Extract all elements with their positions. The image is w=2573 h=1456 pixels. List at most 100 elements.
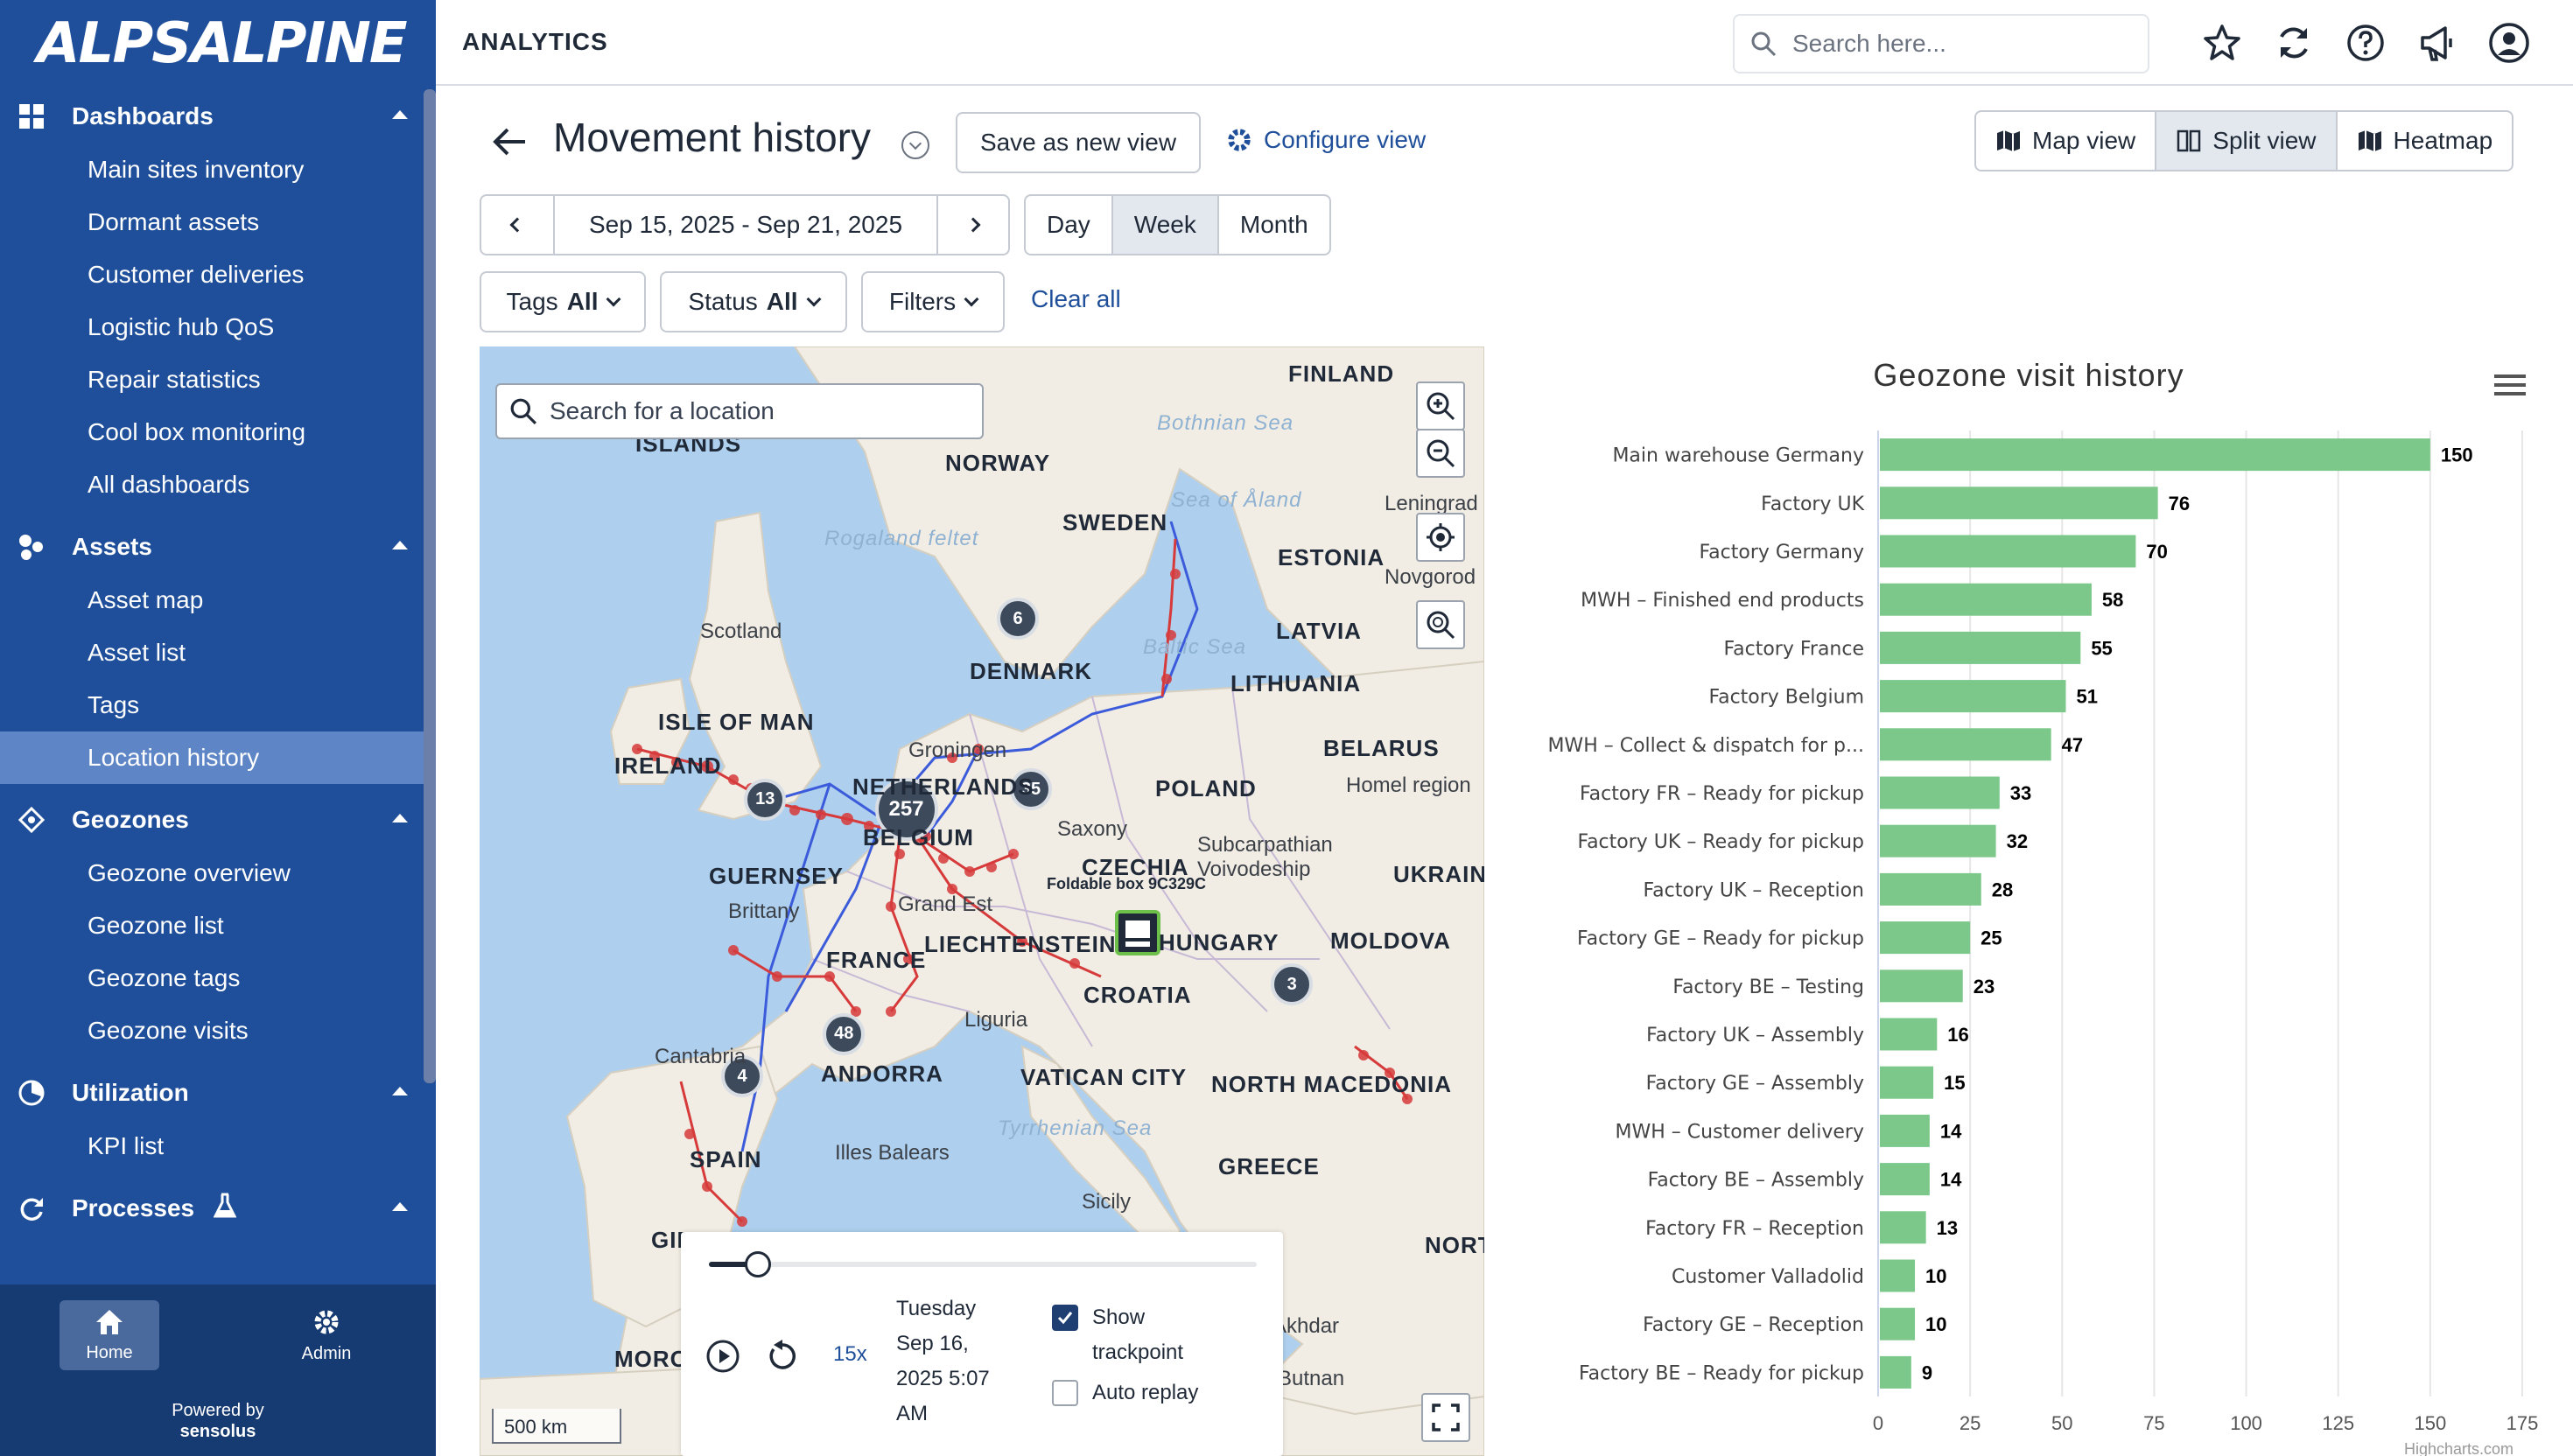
restart-button[interactable]: [763, 1337, 802, 1376]
sidebar-section-geozones[interactable]: Geozones: [0, 793, 424, 847]
sidebar-item-main-sites-inventory[interactable]: Main sites inventory: [88, 156, 305, 183]
refresh-icon[interactable]: [2272, 21, 2316, 65]
sidebar-item-geozone-list[interactable]: Geozone list: [88, 912, 224, 939]
cluster-marker[interactable]: 257: [874, 777, 938, 841]
sidebar-item-tags[interactable]: Tags: [88, 691, 140, 718]
chart-bar[interactable]: [1880, 535, 2136, 568]
view-selector-chevron-icon[interactable]: [901, 131, 929, 159]
sidebar-section-utilization[interactable]: Utilization: [0, 1066, 424, 1120]
chart-bar[interactable]: [1880, 1066, 1934, 1099]
chart-bar[interactable]: [1880, 631, 2081, 664]
map-view-button[interactable]: Map view: [1976, 112, 2157, 170]
map-location-search[interactable]: [495, 383, 984, 439]
status-filter[interactable]: Status All: [660, 271, 847, 332]
sidebar-item-repair-statistics[interactable]: Repair statistics: [88, 366, 261, 393]
global-search[interactable]: [1733, 14, 2149, 74]
auto-replay-checkbox[interactable]: Auto replay: [1052, 1376, 1198, 1410]
chart-bar[interactable]: [1880, 438, 2430, 472]
home-button[interactable]: Home: [60, 1300, 159, 1370]
week-button[interactable]: Week: [1112, 196, 1219, 254]
megaphone-icon[interactable]: [2415, 21, 2459, 65]
fullscreen-button[interactable]: [1421, 1393, 1470, 1442]
brand-logo[interactable]: ALPSALPINE: [37, 11, 408, 76]
asset-marker[interactable]: [1115, 910, 1160, 956]
chart-bar[interactable]: [1880, 583, 2092, 616]
back-arrow-icon[interactable]: [490, 122, 529, 161]
cluster-marker[interactable]: 3: [1271, 963, 1314, 1006]
sidebar-item-cool-box-monitoring[interactable]: Cool box monitoring: [88, 418, 306, 445]
sidebar-item-dormant-assets[interactable]: Dormant assets: [88, 208, 260, 235]
help-icon[interactable]: [2344, 21, 2387, 65]
sidebar-item-geozone-visits[interactable]: Geozone visits: [88, 1017, 249, 1044]
chart-bar[interactable]: [1880, 1018, 1938, 1051]
chart-credit[interactable]: Highcharts.com: [2404, 1440, 2513, 1456]
sidebar-item-customer-deliveries[interactable]: Customer deliveries: [88, 261, 305, 288]
previous-period-button[interactable]: [481, 196, 555, 254]
date-range-label[interactable]: Sep 15, 2025 - Sep 21, 2025: [555, 196, 938, 254]
search-input[interactable]: [1792, 30, 2125, 58]
filters-dropdown[interactable]: Filters: [861, 271, 1005, 332]
zoom-to-fit-button[interactable]: [1416, 600, 1465, 649]
show-trackpoint-checkbox[interactable]: Show trackpoint: [1052, 1300, 1227, 1370]
chevron-up-icon[interactable]: [392, 1202, 408, 1211]
chevron-up-icon[interactable]: [392, 814, 408, 822]
chart-bar[interactable]: [1880, 970, 1963, 1003]
tags-filter[interactable]: Tags All: [480, 271, 646, 332]
location-search-input[interactable]: [550, 397, 970, 425]
cluster-marker[interactable]: 13: [744, 778, 787, 821]
playback-slider[interactable]: [709, 1251, 1257, 1278]
hamburger-menu-icon[interactable]: [2494, 373, 2526, 397]
sidebar-section-assets[interactable]: Assets: [0, 520, 424, 574]
split-view-button[interactable]: Split view: [2156, 112, 2338, 170]
day-button[interactable]: Day: [1026, 196, 1113, 254]
zoom-in-button[interactable]: [1416, 382, 1465, 430]
chart-bar[interactable]: [1880, 824, 1996, 858]
chart-bar[interactable]: [1880, 1211, 1926, 1244]
cluster-marker[interactable]: 4: [721, 1055, 763, 1098]
chart-bar[interactable]: [1880, 1163, 1930, 1196]
chart-bar[interactable]: [1880, 1259, 1916, 1292]
sidebar-item-asset-map[interactable]: Asset map: [88, 586, 204, 613]
chart-bar[interactable]: [1880, 486, 2158, 520]
sidebar-section-processes[interactable]: Processes: [0, 1181, 424, 1236]
playback-speed[interactable]: 15x: [833, 1342, 867, 1366]
save-as-new-view-button[interactable]: Save as new view: [956, 112, 1201, 173]
sidebar-item-geozone-tags[interactable]: Geozone tags: [88, 964, 241, 991]
sidebar-item-all-dashboards[interactable]: All dashboards: [88, 471, 250, 498]
sidebar-item-asset-list[interactable]: Asset list: [88, 639, 186, 666]
chart-bar[interactable]: [1880, 1114, 1930, 1147]
chevron-up-icon[interactable]: [392, 110, 408, 119]
sidebar-item-geozone-overview[interactable]: Geozone overview: [88, 859, 291, 886]
month-button[interactable]: Month: [1239, 211, 1308, 238]
cluster-marker[interactable]: 48: [823, 1012, 866, 1055]
star-icon[interactable]: [2200, 21, 2244, 65]
sidebar-item-location-history[interactable]: Location history: [0, 732, 424, 784]
checkbox-unchecked-icon[interactable]: [1052, 1380, 1078, 1406]
chart-bar[interactable]: [1880, 921, 1971, 955]
next-period-button[interactable]: [938, 196, 1008, 254]
locate-button[interactable]: [1416, 513, 1465, 562]
play-button[interactable]: [704, 1337, 742, 1376]
chart-bar[interactable]: [1880, 1307, 1916, 1340]
checkbox-checked-icon[interactable]: [1052, 1305, 1078, 1331]
sidebar-item-logistic-hub-qos[interactable]: Logistic hub QoS: [88, 313, 275, 340]
chevron-up-icon[interactable]: [392, 1087, 408, 1096]
chart-bar[interactable]: [1880, 872, 1981, 906]
clear-all-link[interactable]: Clear all: [1031, 285, 1121, 312]
configure-view-button[interactable]: Configure view: [1225, 126, 1426, 154]
sidebar-item-kpi-list[interactable]: KPI list: [88, 1132, 165, 1159]
chevron-up-icon[interactable]: [392, 541, 408, 550]
chart-bar[interactable]: [1880, 680, 2066, 713]
zoom-out-button[interactable]: [1416, 429, 1465, 478]
sidebar-section-dashboards[interactable]: Dashboards: [0, 89, 424, 144]
chart-bar[interactable]: [1880, 1355, 1911, 1389]
chart-bar[interactable]: [1880, 776, 2000, 809]
admin-button[interactable]: Admin: [277, 1300, 376, 1370]
cluster-marker[interactable]: 35: [1010, 768, 1052, 811]
heatmap-button[interactable]: Heatmap: [2338, 112, 2513, 170]
sidebar-scrollbar[interactable]: [424, 89, 436, 1083]
chart-bar[interactable]: [1880, 728, 2051, 761]
user-icon[interactable]: [2487, 21, 2531, 65]
cluster-marker[interactable]: 6: [997, 598, 1039, 640]
playback-slider-thumb[interactable]: [745, 1251, 772, 1278]
